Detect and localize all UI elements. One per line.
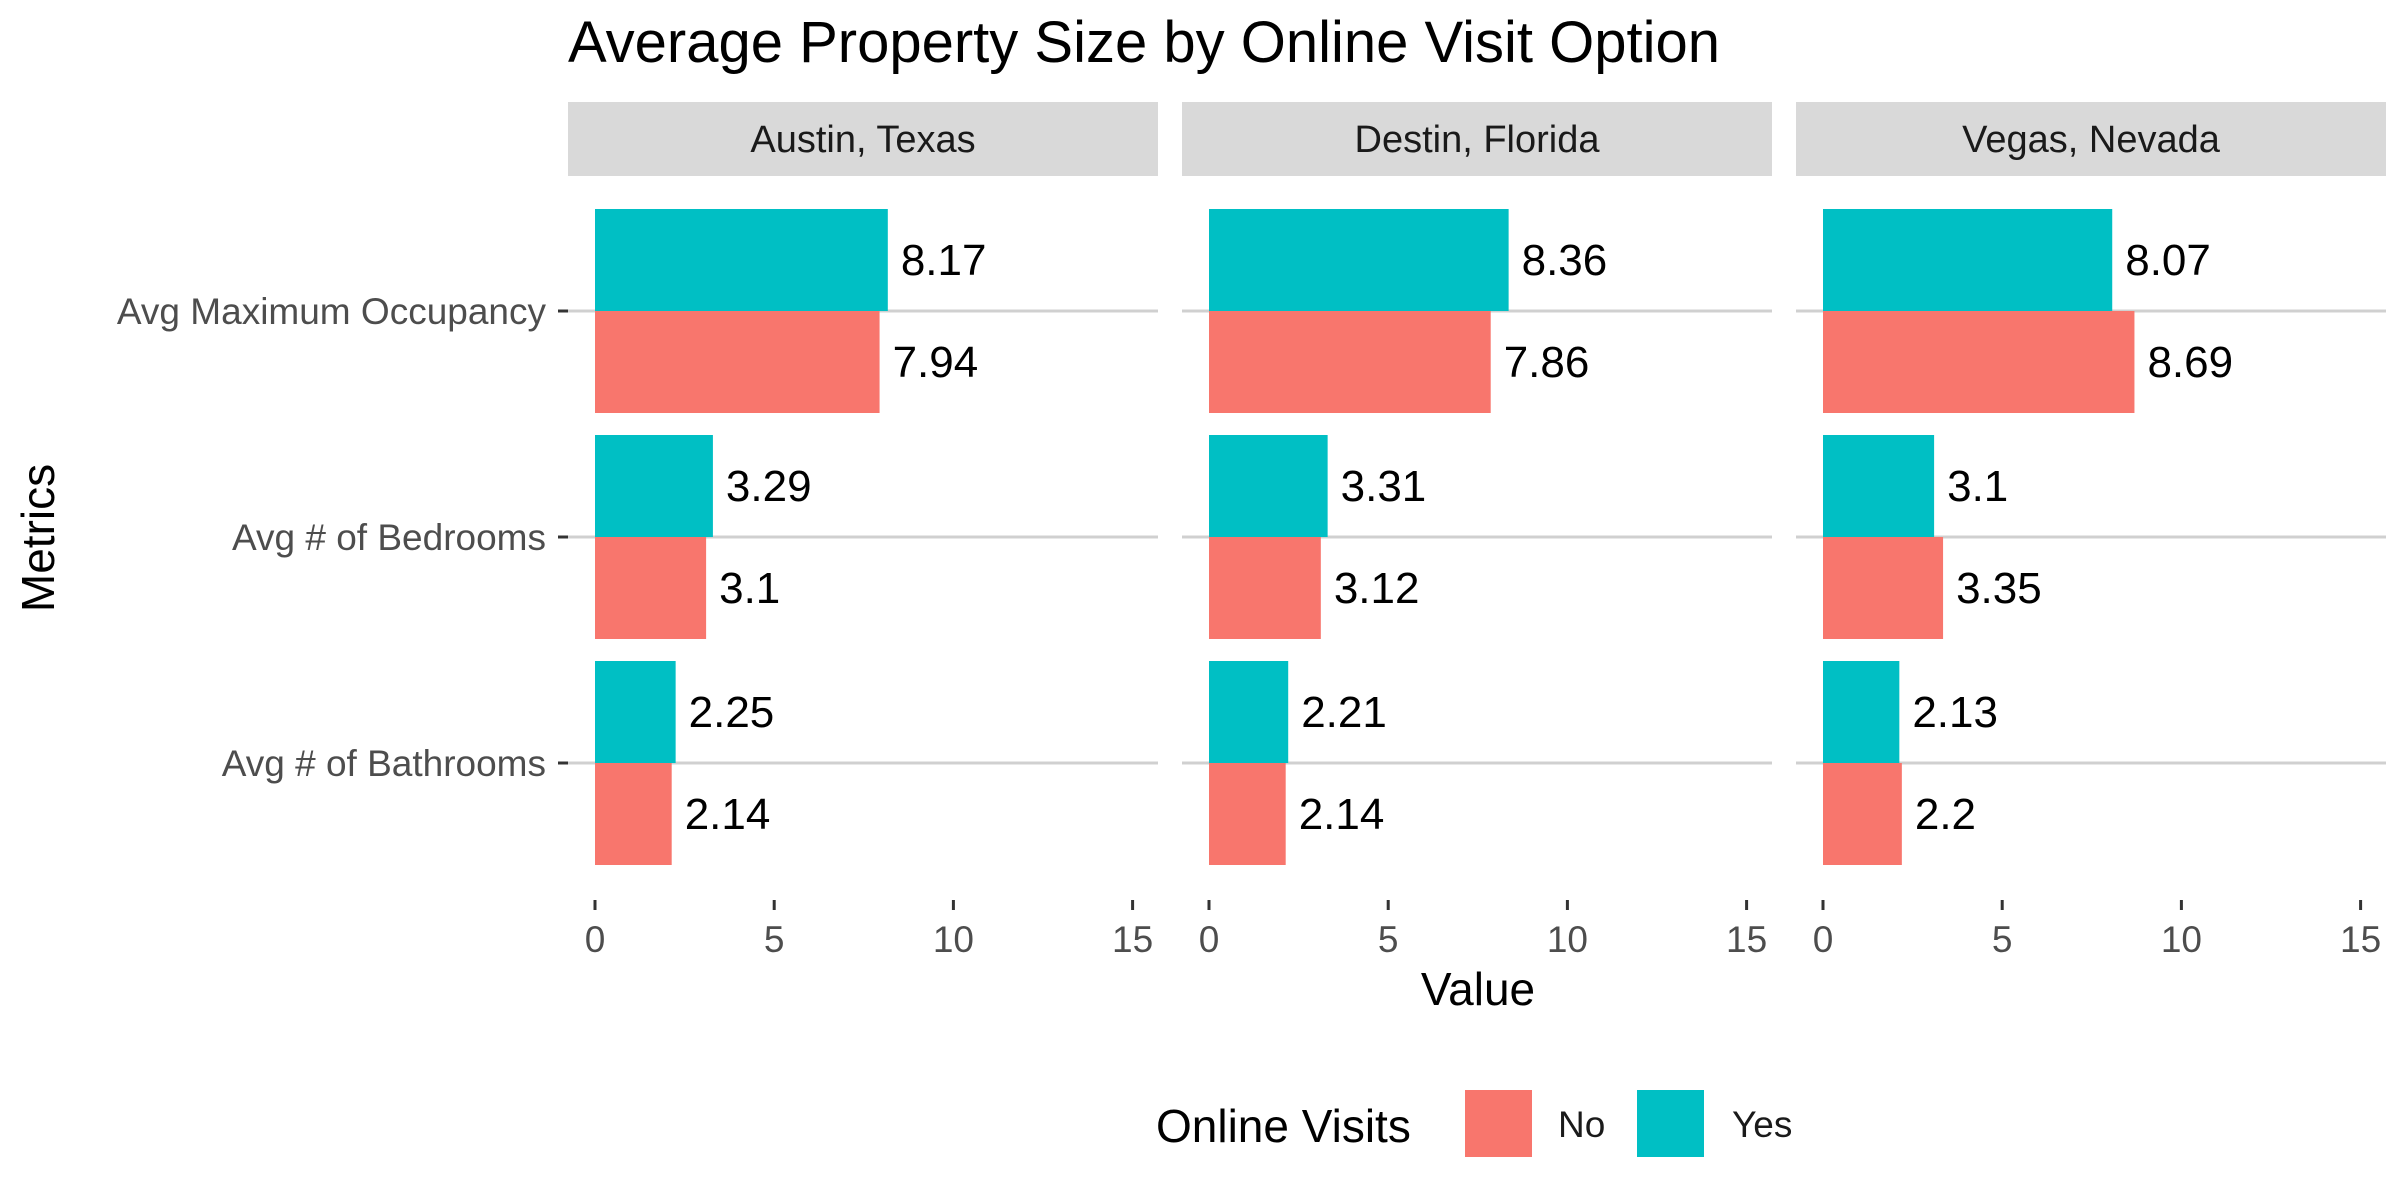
data-label: 8.07 [2125,236,2211,285]
x-tick-label: 5 [1378,919,1399,960]
data-label: 3.29 [726,462,812,511]
x-axis-title: Value [1421,963,1535,1015]
y-category-label: Avg # of Bedrooms [232,517,546,558]
bar-yes [1209,209,1509,311]
facet-strip [1796,102,2386,176]
facet-strip [568,102,1158,176]
data-label: 3.31 [1341,462,1427,511]
bar-no [1823,311,2135,413]
y-axis-title: Metrics [12,464,64,612]
x-tick-label: 5 [1992,919,2013,960]
bar-no [1823,763,1902,865]
bar-no [1823,537,1944,639]
x-tick-label: 15 [1726,919,1767,960]
data-label: 2.2 [1915,790,1976,839]
x-tick-label: 0 [585,919,606,960]
bar-yes [1823,209,2113,311]
legend-swatch-no [1465,1090,1532,1157]
facet-panel: Destin, Florida 8.36 3.31 2.21 7.86 3.12 2.14 0… [1182,102,1772,960]
facet-panel: Vegas, Nevada 8.07 3.1 2.13 8.69 3.35 2.2 0 5 10 1… [1796,102,2386,960]
data-label: 8.17 [901,236,987,285]
x-tick-label: 5 [764,919,785,960]
y-category-label: Avg # of Bathrooms [222,743,546,784]
bar-yes [1823,661,1900,763]
bar-no [595,763,672,865]
facet-strip-label: Destin, Florida [1355,119,1601,161]
x-tick-label: 10 [933,919,974,960]
data-label: 7.94 [893,338,979,387]
data-label: 3.1 [1947,462,2008,511]
bar-no [595,537,707,639]
facet-panel: Austin, Texas 8.17 3.29 2.25 7.94 3.1 2.14 0 5 10… [568,102,1158,960]
bar-yes [1209,435,1328,537]
data-label: 8.36 [1522,236,1608,285]
data-label: 2.13 [1912,688,1998,737]
legend-label: Yes [1732,1104,1792,1145]
y-axis-categories: Avg Maximum Occupancy Avg # of Bedrooms Av… [117,291,568,784]
data-label: 3.1 [719,564,780,613]
data-label: 2.14 [1299,790,1385,839]
legend-items: No Yes [1465,1090,1792,1157]
data-label: 2.21 [1301,688,1387,737]
bar-yes [595,661,676,763]
data-label: 3.12 [1334,564,1420,613]
data-label: 3.35 [1956,564,2042,613]
y-category-label: Avg Maximum Occupancy [117,291,547,332]
x-tick-label: 0 [1813,919,1834,960]
data-label: 2.14 [685,790,771,839]
x-tick-label: 15 [1112,919,1153,960]
legend: Online Visits No Yes [1156,1090,1792,1157]
data-label: 8.69 [2147,338,2233,387]
legend-label: No [1558,1104,1605,1145]
bar-yes [595,209,888,311]
legend-swatch-yes [1637,1090,1704,1157]
data-label: 7.86 [1504,338,1590,387]
bar-no [1209,537,1321,639]
bar-no [595,311,880,413]
x-tick-label: 0 [1199,919,1220,960]
bar-yes [1823,435,1935,537]
facet-strip-label: Austin, Texas [750,119,975,161]
x-tick-label: 15 [2340,919,2381,960]
data-label: 2.25 [689,688,775,737]
chart-title: Average Property Size by Online Visit Op… [568,10,1720,75]
bar-no [1209,311,1491,413]
bar-no [1209,763,1286,865]
x-tick-label: 10 [2161,919,2202,960]
legend-title: Online Visits [1156,1100,1411,1152]
facet-strip [1182,102,1772,176]
bar-yes [1209,661,1289,763]
bar-yes [595,435,713,537]
x-tick-label: 10 [1547,919,1588,960]
facet-strip-label: Vegas, Nevada [1962,119,2221,161]
